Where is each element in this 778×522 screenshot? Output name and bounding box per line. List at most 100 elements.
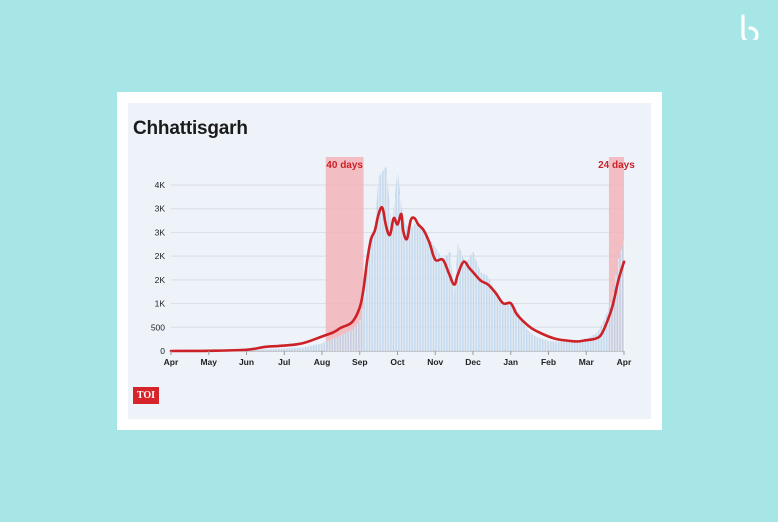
bar: [474, 256, 476, 351]
bar: [503, 304, 505, 351]
x-tick-label: May: [200, 357, 217, 367]
bar: [519, 315, 521, 351]
x-tick-label: Feb: [541, 357, 556, 367]
bar: [263, 349, 265, 351]
seven-day-average-line: [169, 205, 626, 353]
cases-chart: 0 500 1K 2K 2K 3K 3K 4K Apr May Jun Jul Aug Sep Oct No…: [151, 157, 635, 367]
bar: [450, 256, 452, 351]
bar: [343, 333, 345, 351]
y-axis-ticks: 0 500 1K 2K 2K 3K 3K 4K: [151, 180, 166, 356]
brand-mark-icon: [738, 14, 762, 44]
bar: [351, 329, 353, 351]
bar: [431, 242, 433, 351]
bar: [410, 228, 412, 351]
x-tick-label: Jun: [239, 357, 254, 367]
bar: [399, 194, 401, 351]
x-tick-label: Jul: [278, 357, 290, 367]
bar: [327, 340, 329, 351]
bar: [532, 335, 534, 351]
bar: [261, 349, 263, 351]
bar: [367, 250, 369, 351]
bar: [340, 334, 343, 351]
bar: [556, 341, 558, 351]
x-tick-label: Aug: [314, 357, 331, 367]
bar: [511, 303, 513, 351]
y-tick-label: 3K: [155, 204, 166, 214]
bar: [362, 308, 364, 351]
y-tick-label: 500: [151, 322, 165, 332]
bar: [258, 349, 260, 351]
bar: [364, 281, 367, 351]
bar: [471, 252, 473, 351]
bar: [447, 253, 449, 351]
bar: [298, 347, 300, 351]
bar: [548, 341, 550, 351]
bar: [428, 239, 431, 351]
bar: [540, 338, 542, 351]
toi-logo: TOI: [133, 387, 159, 404]
bar: [386, 173, 388, 351]
bar: [564, 341, 566, 351]
bar: [255, 349, 257, 351]
bar: [506, 303, 508, 351]
bar: [527, 330, 529, 351]
bar: [316, 344, 319, 351]
bar: [404, 224, 407, 351]
bar: [594, 334, 596, 351]
bar: [322, 343, 324, 351]
bar: [290, 348, 292, 351]
bar: [546, 340, 548, 351]
bar: [436, 250, 439, 351]
x-tick-label: Apr: [164, 357, 179, 367]
bar: [372, 229, 375, 351]
bar: [330, 339, 332, 351]
bar: [284, 348, 287, 351]
bar: [311, 345, 313, 351]
bar: [370, 235, 372, 351]
bar: [463, 260, 465, 351]
bar: [492, 288, 495, 351]
bar: [300, 347, 303, 351]
bar: [490, 282, 492, 351]
bar: [460, 252, 463, 351]
bar: [314, 345, 316, 351]
bar: [551, 341, 553, 351]
bar: [426, 235, 428, 351]
bar: [415, 222, 417, 351]
bar: [580, 339, 582, 351]
x-tick-label: Jan: [503, 357, 518, 367]
x-tick-label: Oct: [390, 357, 404, 367]
bar: [458, 245, 460, 351]
bar: [348, 330, 351, 351]
bar: [434, 246, 436, 351]
bar: [388, 204, 391, 351]
chart-title: Chhattisgarh: [133, 118, 248, 139]
bar: [522, 321, 524, 351]
annotation-label: 24 days: [598, 160, 635, 171]
bar: [407, 226, 409, 351]
y-tick-label: 4K: [155, 180, 166, 190]
bar: [516, 310, 519, 351]
bar: [420, 230, 423, 351]
x-tick-label: Sep: [352, 357, 368, 367]
bar: [282, 348, 284, 351]
bar: [380, 172, 383, 351]
bar: [452, 285, 455, 351]
bar: [266, 349, 268, 351]
bar: [602, 322, 604, 351]
bar: [418, 226, 420, 351]
bar: [354, 326, 356, 351]
bar: [620, 249, 622, 351]
bar: [554, 341, 556, 351]
bar: [610, 302, 612, 351]
line-series: [169, 205, 626, 353]
bar: [346, 332, 348, 351]
chart-panel: Chhattisgarh 0 500 1K 2K 2K 3K 3K 4K Apr May Jun J…: [128, 103, 651, 419]
bar: [466, 261, 468, 351]
bar: [524, 327, 527, 351]
bar: [538, 337, 540, 351]
y-tick-label: 2K: [155, 275, 166, 285]
bar: [618, 258, 620, 351]
bar: [623, 241, 625, 351]
bar: [444, 256, 447, 351]
